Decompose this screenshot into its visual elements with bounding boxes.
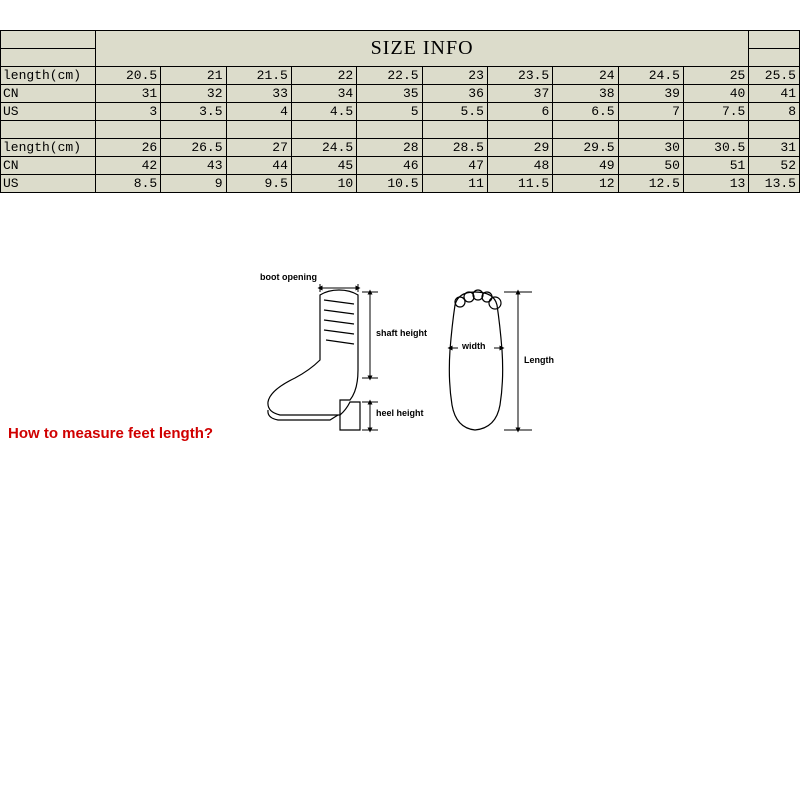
spacer-row [1,121,800,139]
label-cn: CN [1,85,96,103]
label-heel-height: heel height [376,408,424,418]
label-us: US [1,103,96,121]
table-title: SIZE INFO [95,31,749,67]
row-length-1: length(cm) 20.5 21 21.5 22 22.5 23 23.5 … [1,67,800,85]
label-shaft-height: shaft height [376,328,427,338]
row-us-2: US 8.5 9 9.5 10 10.5 11 11.5 12 12.5 13 … [1,175,800,193]
label-length: length(cm) [1,67,96,85]
label-width: width [462,341,486,351]
label-length: Length [524,355,554,365]
row-us-1: US 3 3.5 4 4.5 5 5.5 6 6.5 7 7.5 8 [1,103,800,121]
measurement-diagram: boot opening shaft height heel height wi… [250,270,560,450]
label-boot-opening: boot opening [260,272,317,282]
size-table-container: SIZE INFO length(cm) 20.5 21 21.5 22 22.… [0,30,800,193]
row-length-2: length(cm) 26 26.5 27 24.5 28 28.5 29 29… [1,139,800,157]
row-cn-1: CN 31 32 33 34 35 36 37 38 39 40 41 [1,85,800,103]
boot-foot-svg [250,270,560,450]
how-to-measure-text: How to measure feet length? [8,425,213,442]
row-cn-2: CN 42 43 44 45 46 47 48 49 50 51 52 [1,157,800,175]
size-info-table: SIZE INFO length(cm) 20.5 21 21.5 22 22.… [0,30,800,193]
